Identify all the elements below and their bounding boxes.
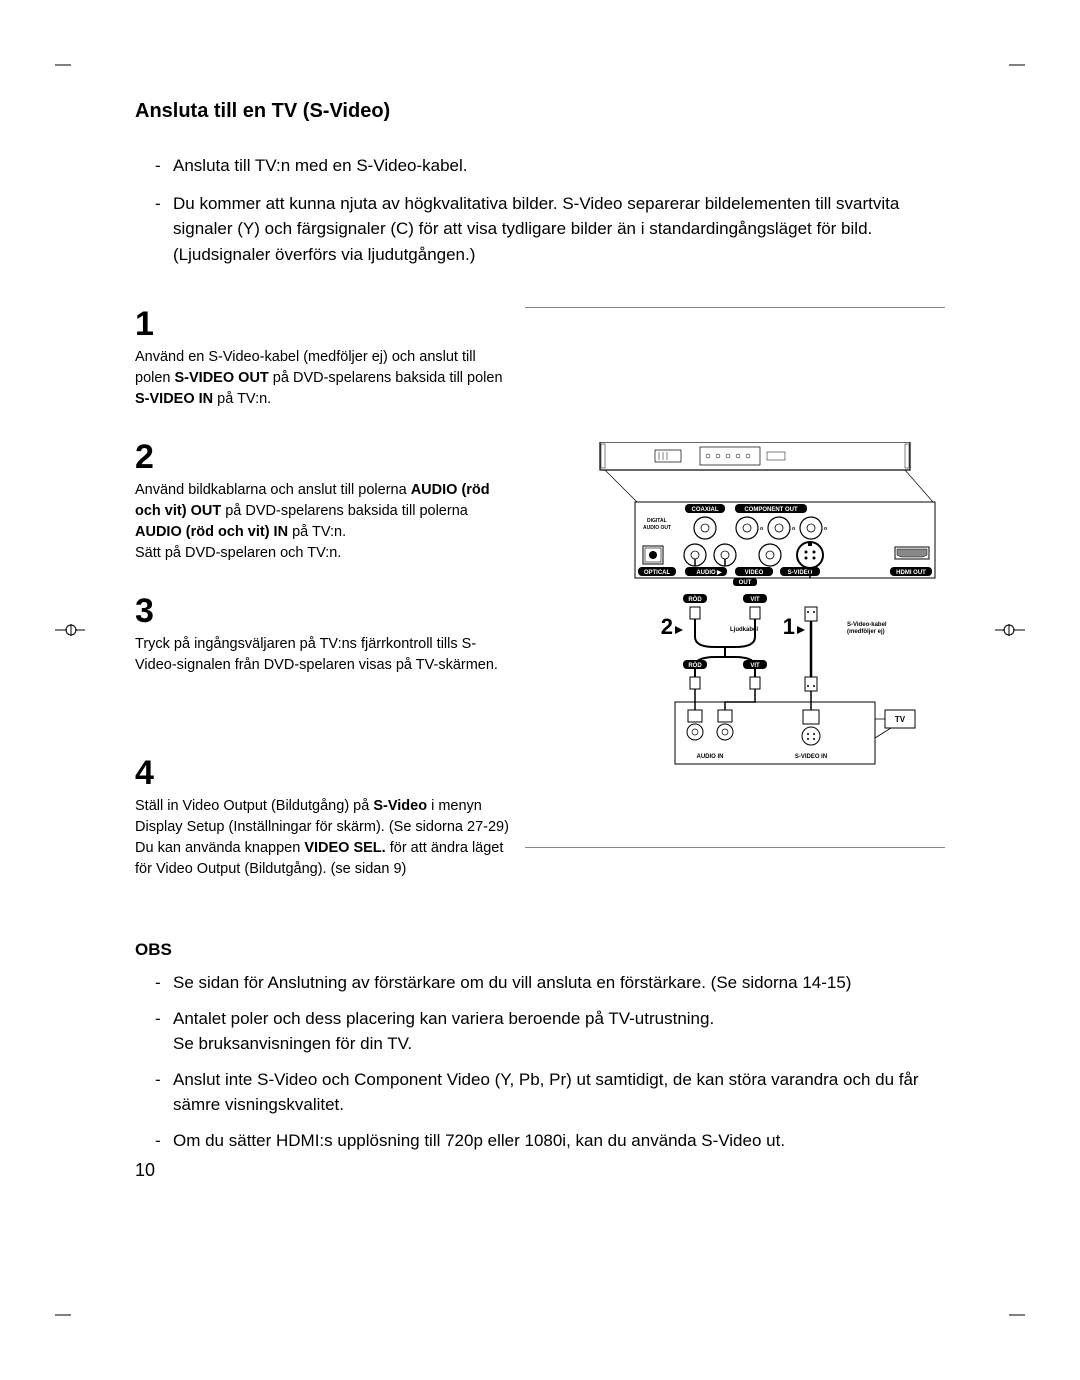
svg-text:AUDIO OUT: AUDIO OUT — [643, 525, 671, 531]
svg-text:AUDIO: AUDIO — [696, 570, 716, 576]
svg-text:1: 1 — [783, 614, 795, 639]
svg-text:o: o — [824, 526, 827, 532]
svg-text:VIT: VIT — [750, 597, 760, 603]
step-number: 2 — [135, 440, 515, 474]
obs-item: - Anslut inte S-Video och Component Vide… — [155, 1067, 945, 1118]
crop-bottom-right — [1005, 1305, 1025, 1325]
svg-text:▶: ▶ — [716, 569, 722, 576]
page-content: Ansluta till en TV (S-Video) - Ansluta t… — [135, 100, 945, 1163]
step-number: 3 — [135, 594, 515, 628]
intro-item: - Ansluta till TV:n med en S-Video-kabel… — [155, 153, 945, 179]
crop-left-target — [55, 620, 85, 640]
two-column-layout: 1 Använd en S-Video-kabel (medföljer ej)… — [135, 307, 945, 910]
obs-heading: OBS — [135, 940, 945, 960]
svg-text:2: 2 — [661, 614, 673, 639]
obs-text: Anslut inte S-Video och Component Video … — [173, 1067, 945, 1118]
crop-top-left — [55, 55, 75, 75]
svg-text:OUT: OUT — [739, 580, 752, 586]
intro-list: - Ansluta till TV:n med en S-Video-kabel… — [135, 153, 945, 267]
svg-text:TV: TV — [895, 715, 906, 724]
divider-bottom — [525, 847, 945, 848]
svg-text:o: o — [792, 526, 795, 532]
svg-text:COMPONENT OUT: COMPONENT OUT — [744, 507, 798, 513]
step-text: Tryck på ingångsväljaren på TV:ns fjärrk… — [135, 634, 515, 676]
intro-text: Du kommer att kunna njuta av högkvalitat… — [173, 191, 945, 268]
obs-text: Se sidan för Anslutning av förstärkare o… — [173, 970, 851, 996]
crop-right-target — [995, 620, 1025, 640]
obs-item: - Se sidan för Anslutning av förstärkare… — [155, 970, 945, 996]
step-text: Använd bildkablarna och anslut till pole… — [135, 480, 515, 564]
obs-list: - Se sidan för Anslutning av förstärkare… — [135, 970, 945, 1153]
page-number: 10 — [135, 1160, 155, 1181]
svg-text:COAXIAL: COAXIAL — [692, 507, 719, 513]
svg-text:OPTICAL: OPTICAL — [644, 570, 671, 576]
obs-item: - Antalet poler och dess placering kan v… — [155, 1006, 945, 1057]
obs-item: - Om du sätter HDMI:s upplösning till 72… — [155, 1128, 945, 1154]
crop-bottom-left — [55, 1305, 75, 1325]
svg-text:o: o — [760, 526, 763, 532]
step-3: 3 Tryck på ingångsväljaren på TV:ns fjär… — [135, 594, 515, 676]
svg-text:S-VIDEO IN: S-VIDEO IN — [795, 754, 827, 760]
connection-diagram: DIGITAL AUDIO OUT COAXIAL COMPONENT OUT … — [555, 442, 955, 822]
step-1: 1 Använd en S-Video-kabel (medföljer ej)… — [135, 307, 515, 410]
svg-text:DIGITAL: DIGITAL — [647, 518, 667, 524]
obs-text: Om du sätter HDMI:s upplösning till 720p… — [173, 1128, 785, 1154]
step-4: 4 Ställ in Video Output (Bildutgång) på … — [135, 756, 515, 880]
svg-text:S-Video-kabel: S-Video-kabel — [847, 622, 887, 628]
svg-text:RÖD: RÖD — [688, 662, 702, 669]
step-2: 2 Använd bildkablarna och anslut till po… — [135, 440, 515, 564]
intro-item: - Du kommer att kunna njuta av högkvalit… — [155, 191, 945, 268]
svg-text:(medföljer ej): (medföljer ej) — [847, 629, 885, 635]
intro-text: Ansluta till TV:n med en S-Video-kabel. — [173, 153, 468, 179]
divider-top — [525, 307, 945, 308]
crop-top-right — [1005, 55, 1025, 75]
step-text: Ställ in Video Output (Bildutgång) på S-… — [135, 796, 515, 880]
svg-text:VIT: VIT — [750, 663, 760, 669]
step-number: 4 — [135, 756, 515, 790]
section-title: Ansluta till en TV (S-Video) — [135, 100, 945, 123]
step-number: 1 — [135, 307, 515, 341]
svg-text:RÖD: RÖD — [688, 596, 702, 603]
svg-text:HDMI OUT: HDMI OUT — [896, 570, 926, 576]
left-column: 1 Använd en S-Video-kabel (medföljer ej)… — [135, 307, 515, 910]
step-text: Använd en S-Video-kabel (medföljer ej) o… — [135, 347, 515, 410]
svg-text:VIDEO: VIDEO — [745, 570, 764, 576]
obs-text: Antalet poler och dess placering kan var… — [173, 1006, 714, 1057]
svg-text:AUDIO IN: AUDIO IN — [697, 754, 724, 760]
svg-text:S-VIDEO: S-VIDEO — [788, 570, 813, 576]
svg-text:Ljudkabel: Ljudkabel — [730, 627, 758, 633]
right-column: DIGITAL AUDIO OUT COAXIAL COMPONENT OUT … — [515, 307, 945, 910]
